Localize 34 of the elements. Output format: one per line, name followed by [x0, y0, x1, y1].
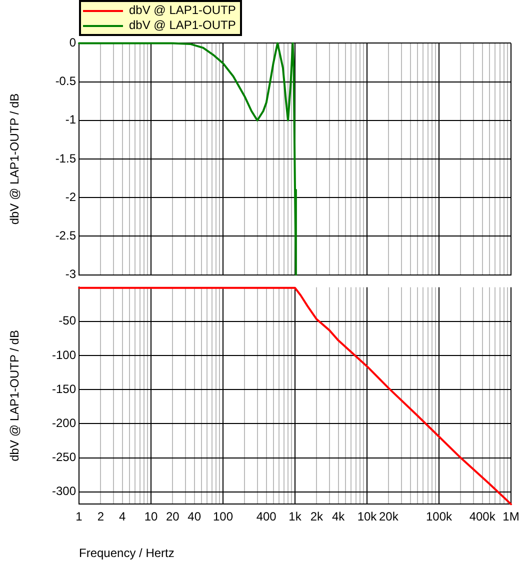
x-tick-label: 100k: [426, 510, 454, 524]
y-tick-label: -200: [52, 416, 76, 430]
y-axis-title: dbV @ LAP1-OUTP / dB: [8, 93, 22, 225]
legend-label: dbV @ LAP1-OUTP: [129, 18, 236, 33]
y-tick-label: -1: [65, 112, 76, 127]
x-tick-label: 10k: [357, 510, 378, 524]
legend-label: dbV @ LAP1-OUTP: [129, 3, 236, 18]
x-tick-label: 20k: [378, 510, 400, 524]
y-tick-label: -50: [58, 314, 76, 328]
x-tick-label: 1M: [502, 510, 520, 524]
x-tick-label: 2k: [310, 510, 324, 524]
x-tick-label: 1: [76, 510, 83, 524]
x-tick-label: 100: [212, 510, 234, 524]
y-tick-label: -2: [65, 190, 76, 204]
y-tick-label: -1.5: [55, 151, 76, 166]
x-tick-label: 20: [166, 510, 180, 524]
x-tick-label: 400: [256, 510, 277, 524]
y-tick-label: 0: [69, 36, 76, 50]
y-tick-label: -3: [65, 267, 76, 282]
x-axis-title: Frequency / Hertz: [79, 546, 174, 560]
x-tick-label: 4k: [332, 510, 346, 524]
y-tick-label: -2.5: [55, 228, 76, 243]
x-tick-label: 400k: [469, 510, 496, 524]
x-tick-label: 1k: [288, 510, 302, 524]
x-tick-label: 40: [188, 510, 202, 524]
y-axis-title: dbV @ LAP1-OUTP / dB: [8, 330, 22, 462]
y-tick-label: -100: [52, 348, 76, 362]
y-tick-label: -150: [52, 382, 76, 396]
y-tick-label: -0.5: [55, 74, 76, 88]
x-tick-label: 4: [119, 510, 126, 524]
y-tick-label: -250: [52, 450, 76, 464]
x-tick-label: 10: [144, 510, 158, 524]
y-tick-label: -300: [52, 484, 76, 498]
x-tick-label: 2: [97, 510, 104, 524]
